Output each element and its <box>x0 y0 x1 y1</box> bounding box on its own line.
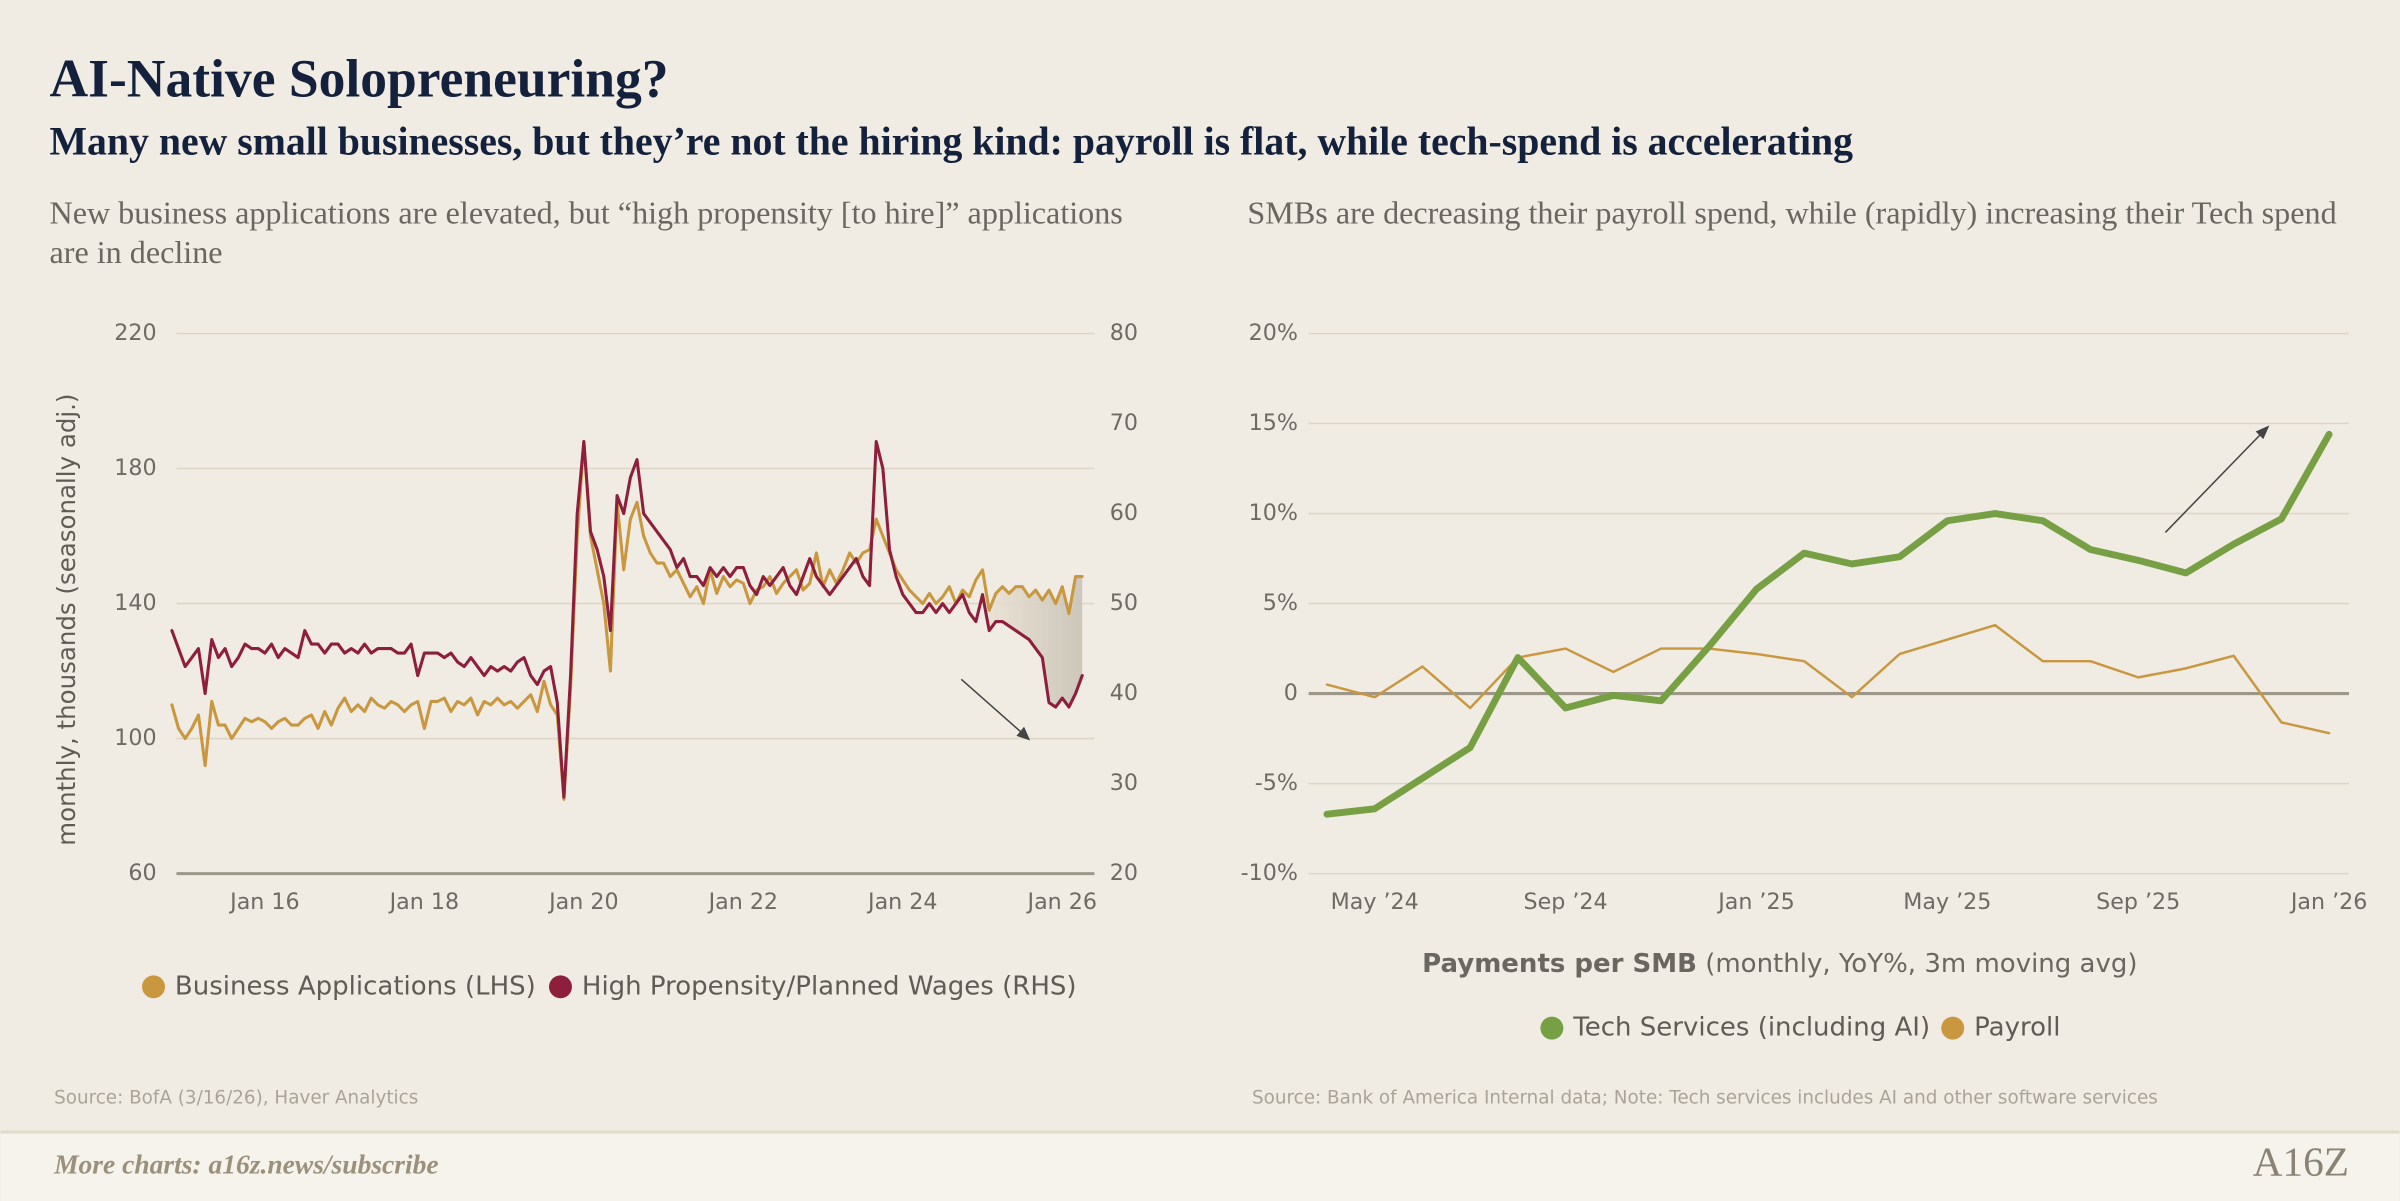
x-axis-label-note: (monthly, YoY%, 3m moving avg) <box>1705 948 2137 978</box>
legend-label: Tech Services (including AI) <box>1572 1013 1930 1043</box>
x-tick-label: Sep ’24 <box>1524 889 1608 915</box>
x-tick-label: May ’25 <box>1903 889 1991 915</box>
y-tick-label: 180 <box>114 455 156 481</box>
y-tick-label: 5% <box>1263 590 1298 616</box>
y2-tick-label: 60 <box>1110 500 1138 526</box>
footer-band <box>0 1132 2400 1201</box>
x-axis-label-main: Payments per SMB <box>1422 948 1697 978</box>
y-tick-label: 0 <box>1284 680 1298 706</box>
y2-tick-label: 70 <box>1110 410 1138 436</box>
page-title: AI-Native Solopreneuring? <box>49 48 668 108</box>
legend-label: High Propensity/Planned Wages (RHS) <box>582 971 1077 1001</box>
chart-subtitle: SMBs are decreasing their payroll spend,… <box>1247 194 2337 232</box>
y2-tick-label: 50 <box>1110 590 1138 616</box>
x-tick-label: Jan 26 <box>1026 889 1097 915</box>
left-subtitle-box: New business applications are elevated, … <box>49 194 1123 271</box>
x-tick-label: Jan 18 <box>388 889 459 915</box>
y-tick-label: 60 <box>128 860 156 886</box>
source: Source: BofA (3/16/26), Haver Analytics <box>54 1087 418 1108</box>
series-line <box>170 440 1084 799</box>
left-chart: 60 100 140 180 220 20 30 40 50 60 70 80 Jan 16 Jan 18… <box>114 320 1138 1001</box>
y2-tick-label: 80 <box>1110 320 1138 346</box>
x-tick-label: May ’24 <box>1331 889 1419 915</box>
legend-swatch <box>549 975 572 999</box>
legend-swatch <box>142 975 165 999</box>
y-tick-label: -5% <box>1255 770 1298 796</box>
x-tick-label: Jan 16 <box>228 889 299 915</box>
y-tick-label: 20% <box>1249 320 1298 346</box>
x-tick-label: Jan ’26 <box>2289 889 2368 915</box>
y-tick-label: 100 <box>114 725 156 751</box>
page-subtitle: Many new small businesses, but they’re n… <box>49 119 1853 163</box>
y-tick-label: 10% <box>1249 500 1298 526</box>
y2-tick-label: 40 <box>1110 680 1138 706</box>
arrow-head <box>2255 425 2270 440</box>
x-tick-label: Jan 20 <box>547 889 618 915</box>
y-tick-label: 140 <box>114 590 156 616</box>
legend-swatch <box>1941 1016 1965 1040</box>
series-line <box>1323 430 2333 818</box>
logo: A16Z <box>2253 1138 2349 1184</box>
y-tick-label: 15% <box>1249 410 1298 436</box>
x-axis-label: Payments per SMB (monthly, YoY%, 3m movi… <box>1422 948 2137 978</box>
legend-label: Payroll <box>1974 1013 2060 1043</box>
gap-shade <box>989 576 1083 708</box>
x-tick-label: Jan 24 <box>866 889 937 915</box>
source: Source: Bank of America Internal data; N… <box>1252 1087 2158 1108</box>
footer-link[interactable]: More charts: a16z.news/subscribe <box>53 1149 439 1180</box>
trend-arrow <box>2164 427 2267 533</box>
y-tick-label: -10% <box>1241 860 1298 886</box>
x-tick-label: Jan ’25 <box>1716 889 1795 915</box>
legend-label: Business Applications (LHS) <box>175 971 536 1001</box>
series-line <box>1325 623 2331 735</box>
chart-subtitle: New business applications are elevated, … <box>49 194 1123 271</box>
trend-arrow <box>960 678 1028 739</box>
arrow-head <box>1016 726 1031 741</box>
x-tick-label: Jan 22 <box>707 889 778 915</box>
y2-tick-label: 20 <box>1110 860 1138 886</box>
x-tick-label: Sep ’25 <box>2096 889 2180 915</box>
y-tick-label: 220 <box>114 320 156 346</box>
right-subtitle-box: SMBs are decreasing their payroll spend,… <box>1247 194 2337 232</box>
y2-tick-label: 30 <box>1110 770 1138 796</box>
series-line <box>170 440 1084 801</box>
right-chart: -10% -5% 0 5% 10% 15% 20% May ’24 Sep ’24 Jan ’25… <box>1241 320 2368 1043</box>
y-axis-label: monthly, thousands (seasonally adj.) <box>52 394 81 846</box>
legend-swatch <box>1540 1016 1564 1040</box>
